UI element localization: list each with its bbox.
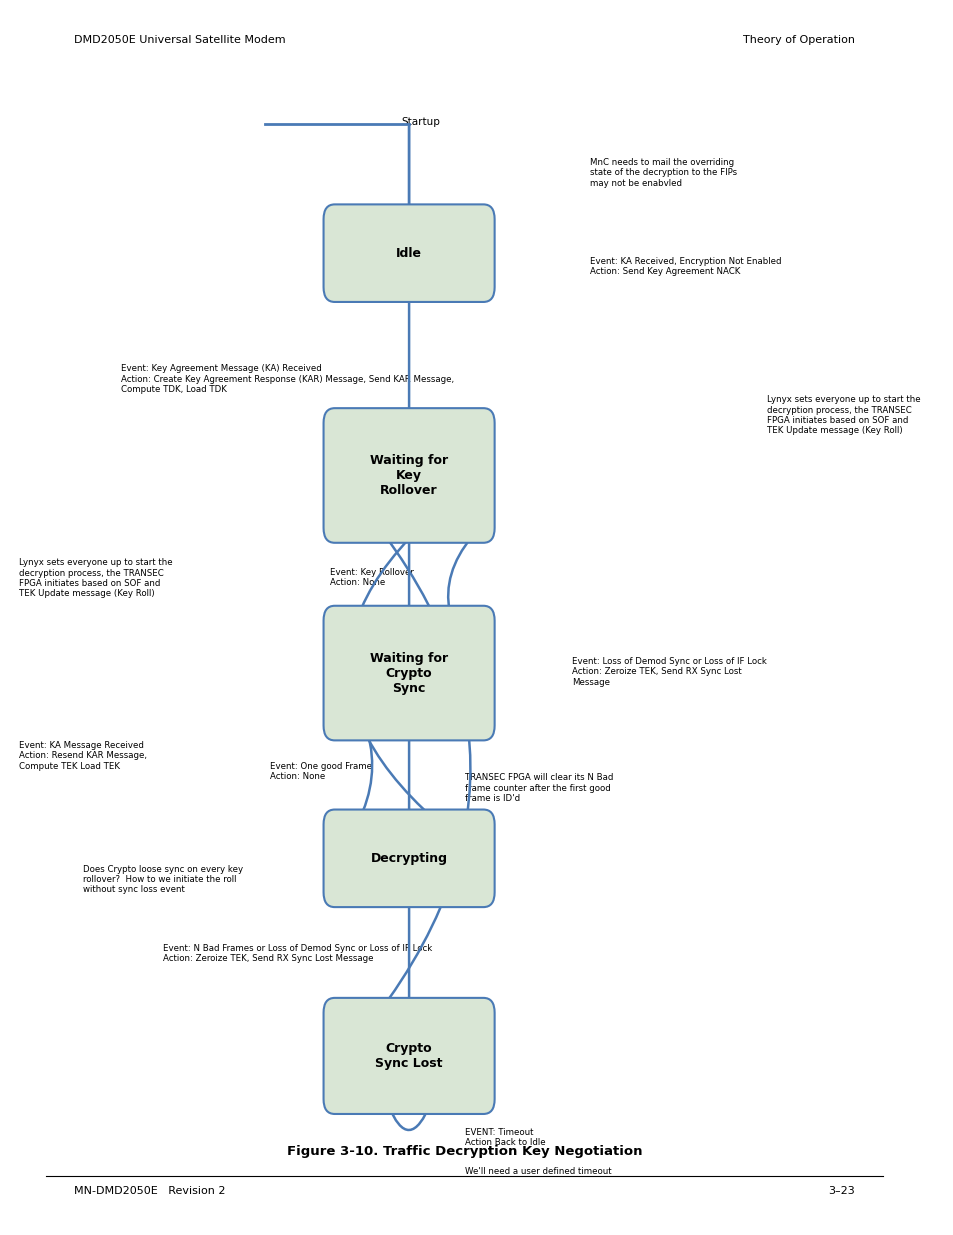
Text: Event: One good Frame
Action: None: Event: One good Frame Action: None: [270, 762, 372, 782]
Text: Event: Loss of Demod Sync or Loss of IF Lock
Action: Zeroize TEK, Send RX Sync L: Event: Loss of Demod Sync or Loss of IF …: [571, 657, 766, 687]
Text: Startup: Startup: [401, 117, 440, 127]
Text: Waiting for
Key
Rollover: Waiting for Key Rollover: [370, 454, 448, 496]
Text: We'll need a user defined timeout: We'll need a user defined timeout: [464, 1167, 611, 1176]
FancyBboxPatch shape: [323, 998, 494, 1114]
Text: Decrypting: Decrypting: [370, 852, 447, 864]
Text: Waiting for
Crypto
Sync: Waiting for Crypto Sync: [370, 652, 448, 694]
FancyBboxPatch shape: [323, 408, 494, 543]
Text: Event: Key Agreement Message (KA) Received
Action: Create Key Agreement Response: Event: Key Agreement Message (KA) Receiv…: [121, 364, 454, 394]
FancyBboxPatch shape: [323, 204, 494, 303]
Text: 3–23: 3–23: [828, 1186, 855, 1195]
Text: Event: KA Message Received
Action: Resend KAR Message,
Compute TEK Load TEK: Event: KA Message Received Action: Resen…: [18, 741, 147, 771]
Text: Event: KA Received, Encryption Not Enabled
Action: Send Key Agreement NACK: Event: KA Received, Encryption Not Enabl…: [590, 257, 781, 277]
Text: Event: Key Rollover
Action: None: Event: Key Rollover Action: None: [330, 568, 414, 588]
Text: DMD2050E Universal Satellite Modem: DMD2050E Universal Satellite Modem: [74, 35, 286, 44]
Text: Event: N Bad Frames or Loss of Demod Sync or Loss of IF Lock
Action: Zeroize TEK: Event: N Bad Frames or Loss of Demod Syn…: [163, 944, 432, 963]
Text: Idle: Idle: [395, 247, 421, 259]
Text: MnC needs to mail the overriding
state of the decryption to the FIPs
may not be : MnC needs to mail the overriding state o…: [590, 158, 737, 188]
Text: Theory of Operation: Theory of Operation: [742, 35, 855, 44]
Text: Does Crypto loose sync on every key
rollover?  How to we initiate the roll
witho: Does Crypto loose sync on every key roll…: [83, 864, 242, 894]
Text: Crypto
Sync Lost: Crypto Sync Lost: [375, 1042, 442, 1070]
Text: MN-DMD2050E   Revision 2: MN-DMD2050E Revision 2: [74, 1186, 226, 1195]
FancyBboxPatch shape: [323, 810, 494, 908]
Text: TRANSEC FPGA will clear its N Bad
frame counter after the first good
frame is ID: TRANSEC FPGA will clear its N Bad frame …: [464, 773, 613, 803]
Text: Lynyx sets everyone up to start the
decryption process, the TRANSEC
FPGA initiat: Lynyx sets everyone up to start the decr…: [18, 558, 172, 599]
Text: EVENT: Timeout
Action Back to Idle: EVENT: Timeout Action Back to Idle: [464, 1128, 545, 1147]
Text: Figure 3-10. Traffic Decryption Key Negotiation: Figure 3-10. Traffic Decryption Key Nego…: [287, 1145, 642, 1158]
FancyBboxPatch shape: [323, 605, 494, 741]
Text: Lynyx sets everyone up to start the
decryption process, the TRANSEC
FPGA initiat: Lynyx sets everyone up to start the decr…: [766, 395, 920, 436]
